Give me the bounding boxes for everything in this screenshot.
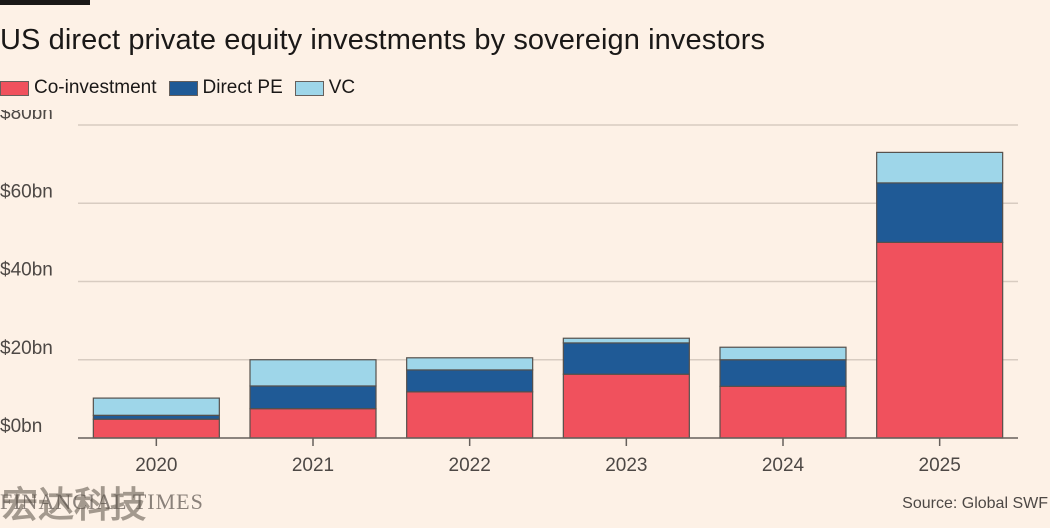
- bar-vc: [249, 359, 377, 387]
- top-accent-bar: [0, 0, 90, 5]
- bar-vc: [406, 357, 534, 371]
- x-tick-label: 2025: [919, 455, 961, 476]
- bar-vc: [562, 337, 690, 344]
- bar-co-investment: [249, 408, 377, 439]
- bar-co-investment: [719, 385, 847, 439]
- bar-co-investment: [406, 391, 534, 439]
- y-tick-label: $20bn: [0, 338, 53, 359]
- legend-item-vc: VC: [294, 77, 356, 99]
- x-tick-label: 2021: [292, 455, 334, 476]
- y-tick-label: $40bn: [0, 260, 53, 281]
- bar-direct-pe: [249, 385, 377, 410]
- bar-co-investment: [876, 241, 1004, 439]
- bar-direct-pe: [562, 342, 690, 375]
- legend: Co-investment Direct PE VC: [0, 76, 367, 100]
- bar-vc: [719, 346, 847, 361]
- x-tick-label: 2022: [449, 455, 491, 476]
- bar-vc: [92, 397, 220, 416]
- bar-direct-pe: [719, 359, 847, 387]
- bar-co-investment: [92, 418, 220, 439]
- x-tick-label: 2023: [605, 455, 647, 476]
- bar-vc: [876, 151, 1004, 184]
- chart-title: US direct private equity investments by …: [0, 24, 766, 56]
- legend-item-direct-pe: Direct PE: [168, 77, 283, 99]
- bar-co-investment: [562, 373, 690, 439]
- legend-swatch-direct-pe: [168, 80, 198, 96]
- legend-swatch-co-investment: [0, 80, 29, 96]
- y-tick-label: $60bn: [0, 181, 53, 202]
- bar-direct-pe: [406, 369, 534, 393]
- y-tick-label: $0bn: [0, 416, 42, 437]
- source-note: Source: Global SWF: [902, 495, 1048, 512]
- watermark: 宏达科技: [2, 484, 147, 525]
- legend-swatch-vc: [294, 80, 324, 96]
- legend-label-vc: VC: [328, 77, 356, 98]
- bar-direct-pe: [876, 182, 1004, 243]
- x-tick-label: 2020: [135, 455, 177, 476]
- stacked-bar-chart: $0bn $20bn $40bn $60bn $80bn 2020 2021 2022 2023…: [0, 110, 1018, 476]
- legend-label-co-investment: Co-investment: [34, 77, 157, 98]
- x-tick-label: 2024: [762, 455, 805, 476]
- legend-item-co-investment: Co-investment: [0, 77, 157, 99]
- legend-label-direct-pe: Direct PE: [202, 77, 283, 98]
- y-tick-label: $80bn: [0, 110, 53, 124]
- ft-brand-logo: FINANCIAL TIMES: [0, 489, 204, 514]
